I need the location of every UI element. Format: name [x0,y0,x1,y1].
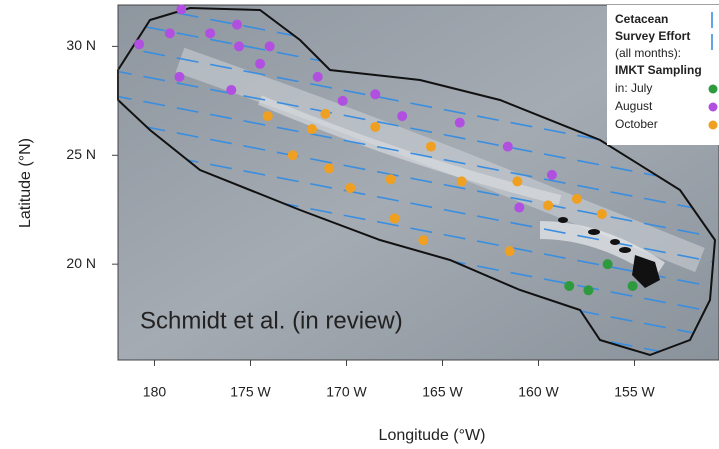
sample-point [457,176,467,186]
sample-point [455,118,465,128]
sample-point [263,111,273,121]
sample-point [503,142,513,152]
sample-point [572,194,582,204]
y-tick-label: 30 N [66,37,96,53]
sample-point [386,174,396,184]
page: Schmidt et al. (in review) Longitude (°W… [0,0,719,449]
sample-point [165,28,175,38]
sample-point [514,203,524,213]
sample-point [265,41,275,51]
x-tick-label: 160 W [518,384,559,400]
sample-point [174,72,184,82]
sample-point [597,209,607,219]
x-tick-label: 170 W [326,384,367,400]
sample-point [345,183,355,193]
x-tick-label: 180 [143,384,167,400]
legend-marker [709,85,718,94]
map: Schmidt et al. (in review) Longitude (°W… [0,0,719,449]
sample-point [313,72,323,82]
y-tick-label: 25 N [66,146,96,162]
sample-point [288,150,298,160]
annotation: Schmidt et al. (in review) [140,307,403,334]
sample-point [307,124,317,134]
sample-point [338,96,348,106]
sample-point [512,176,522,186]
y-axis-title: Latitude (°N) [17,138,34,228]
sample-point [543,200,553,210]
legend-label: October [615,117,658,131]
sample-point [205,28,215,38]
legend-marker [709,103,718,112]
sample-point [324,163,334,173]
sample-point [583,285,593,295]
sample-point [134,39,144,49]
x-tick-label: 155 W [614,384,655,400]
sample-point [389,213,399,223]
sample-point [564,281,574,291]
sample-point [628,281,638,291]
legend-marker [709,121,718,130]
sample-point [232,20,242,30]
sample-point [226,85,236,95]
sample-point [505,246,515,256]
sample-point [603,259,613,269]
sample-point [234,41,244,51]
y-tick-label: 20 N [66,255,96,271]
legend-title: Survey Effort [615,29,690,43]
legend-label: August [615,99,653,113]
x-tick-label: 165 W [422,384,463,400]
sample-point [418,235,428,245]
legend-title: IMKT Sampling [615,63,702,77]
sample-point [320,109,330,119]
x-tick-label: 175 W [230,384,271,400]
sample-point [370,89,380,99]
legend-title: (all months): [615,46,681,60]
sample-point [426,142,436,152]
x-axis-title: Longitude (°W) [379,427,486,444]
sample-point [255,59,265,69]
legend-title: Cetacean [615,12,668,26]
sample-point [397,111,407,121]
sample-point [176,4,186,14]
sample-point [547,170,557,180]
legend-label: in: July [615,81,652,95]
sample-point [370,122,380,132]
